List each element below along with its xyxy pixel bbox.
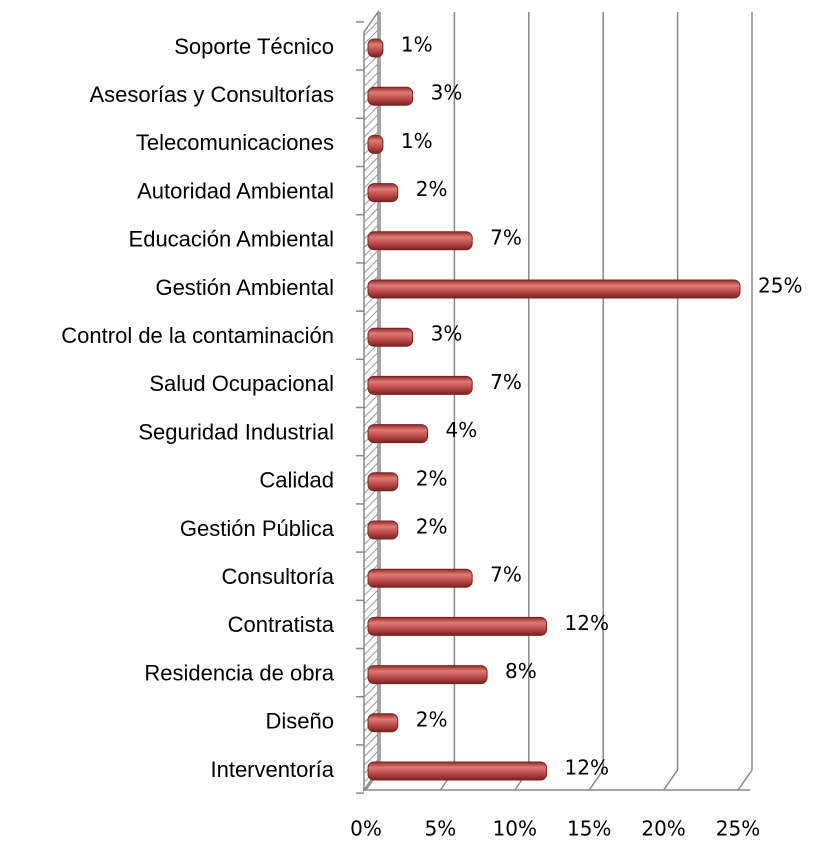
value-label: 12% <box>565 611 609 635</box>
bar <box>367 472 399 492</box>
y-tick-label: Autoridad Ambiental <box>137 178 334 203</box>
bar <box>367 568 473 588</box>
grid-line <box>737 12 753 791</box>
x-tick-label: 10% <box>493 817 537 841</box>
bar <box>367 665 488 685</box>
y-tick-label: Consultoría <box>221 564 334 589</box>
bar <box>367 86 414 106</box>
value-label: 7% <box>490 563 522 587</box>
value-label: 2% <box>416 515 448 539</box>
value-label: 7% <box>490 370 522 394</box>
value-label: 3% <box>431 81 463 105</box>
bar <box>367 424 429 444</box>
value-label: 7% <box>490 225 522 249</box>
x-tick-label: 20% <box>641 817 685 841</box>
x-tick-label: 0% <box>350 817 382 841</box>
bar <box>367 375 473 395</box>
y-tick-label: Asesorías y Consultorías <box>89 82 334 107</box>
value-label: 3% <box>431 322 463 346</box>
bar <box>367 134 384 154</box>
y-tick-label: Educación Ambiental <box>129 227 334 252</box>
bar <box>367 761 548 781</box>
bar <box>367 279 741 299</box>
y-tick-label: Calidad <box>259 468 334 493</box>
bar <box>367 231 473 251</box>
x-tick-label: 5% <box>425 817 457 841</box>
y-tick-label: Residencia de obra <box>144 660 334 685</box>
value-label: 8% <box>505 659 537 683</box>
bar <box>367 327 414 347</box>
y-tick-label: Gestión Ambiental <box>155 275 334 300</box>
value-label: 2% <box>416 707 448 731</box>
value-label: 1% <box>401 129 433 153</box>
value-label: 12% <box>565 756 609 780</box>
y-tick-label: Diseño <box>266 709 334 734</box>
y-tick-label: Soporte Técnico <box>174 34 334 59</box>
value-label: 2% <box>416 466 448 490</box>
value-label: 2% <box>416 177 448 201</box>
y-tick-label: Seguridad Industrial <box>138 419 334 444</box>
x-tick-label: 25% <box>716 817 760 841</box>
bar <box>367 520 399 540</box>
value-label: 4% <box>446 418 478 442</box>
grid-line <box>588 12 604 791</box>
bar <box>367 38 384 58</box>
value-label: 1% <box>401 33 433 57</box>
y-tick-label: Telecomunicaciones <box>136 130 334 155</box>
y-tick-label: Contratista <box>228 612 335 637</box>
bar <box>367 616 548 636</box>
grid-line <box>662 12 679 791</box>
value-label: 25% <box>758 274 802 298</box>
y-tick-label: Interventoría <box>210 757 334 782</box>
bar <box>367 713 399 733</box>
y-tick-label: Control de la contaminación <box>61 323 334 348</box>
y-tick-label: Salud Ocupacional <box>149 371 334 396</box>
y-tick-label: Gestión Pública <box>180 516 335 541</box>
bar <box>367 183 399 203</box>
x-tick-label: 15% <box>567 817 611 841</box>
